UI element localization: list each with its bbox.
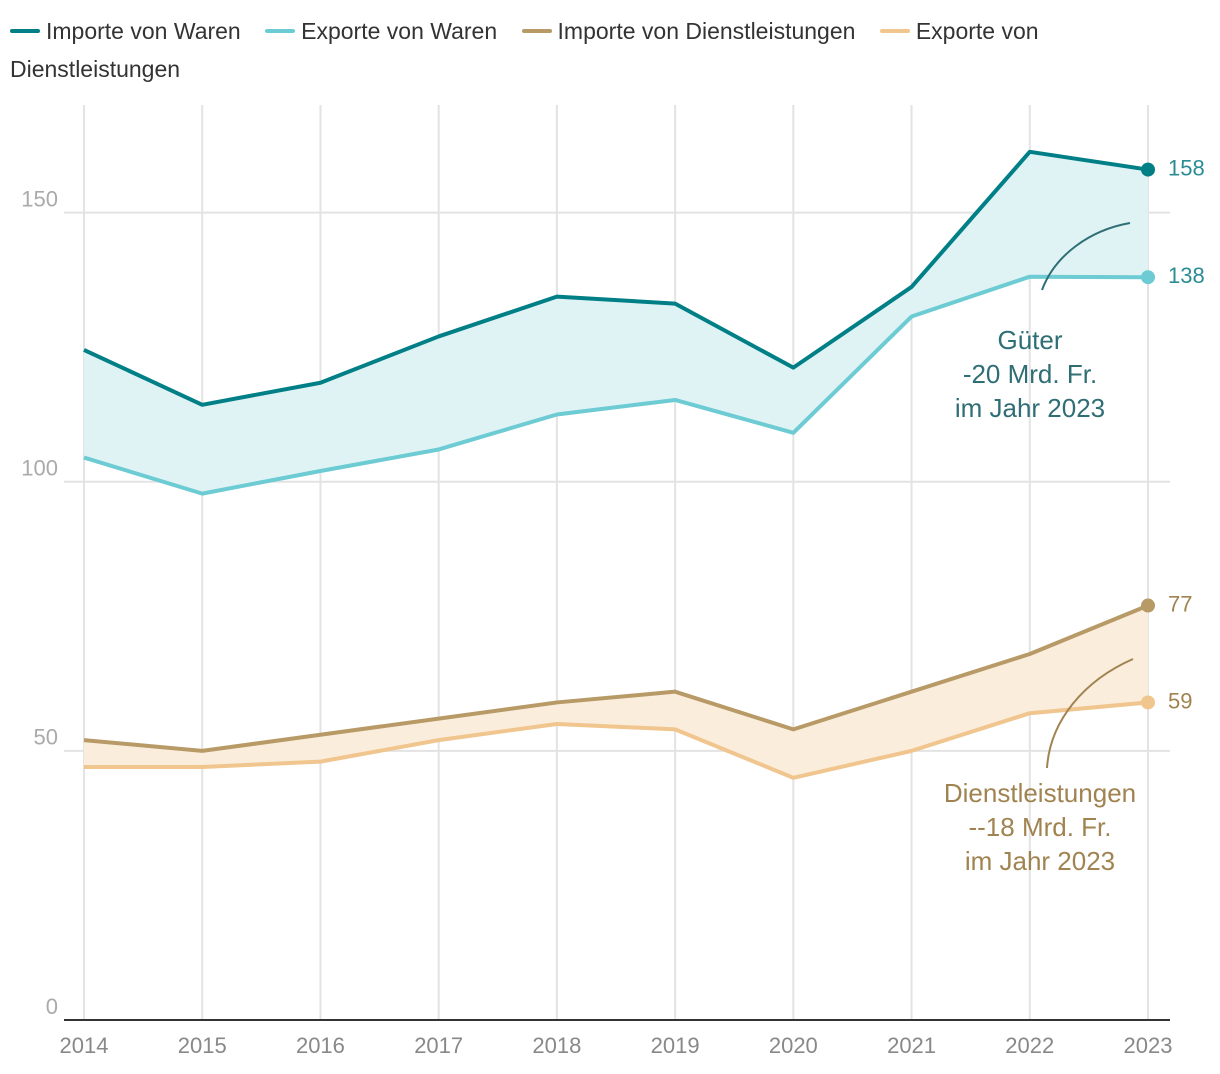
legend: Importe von Waren Exporte von Waren Impo… xyxy=(10,12,1090,88)
x-tick-label: 2015 xyxy=(178,1033,227,1058)
y-tick-label: 150 xyxy=(21,186,58,211)
end-dot xyxy=(1141,270,1155,285)
annotation-text: -20 Mrd. Fr. xyxy=(963,359,1097,389)
legend-item: Importe von Waren xyxy=(10,18,241,44)
end-dot xyxy=(1141,162,1155,177)
legend-label: Importe von Waren xyxy=(46,18,241,44)
legend-label: Exporte von Waren xyxy=(301,18,498,44)
legend-swatch xyxy=(265,28,296,33)
legend-swatch xyxy=(879,28,910,33)
end-label: 158 xyxy=(1168,155,1205,180)
end-dot xyxy=(1141,695,1155,710)
x-tick-label: 2022 xyxy=(1005,1033,1054,1058)
legend-swatch xyxy=(10,28,40,33)
series-line xyxy=(84,700,1149,780)
x-tick-label: 2021 xyxy=(887,1033,936,1058)
x-tick-label: 2018 xyxy=(532,1033,581,1058)
x-tick-label: 2016 xyxy=(296,1033,345,1058)
end-label: 138 xyxy=(1168,263,1205,288)
y-tick-label: 100 xyxy=(21,456,58,481)
legend-label: Importe von Dienstleistungen xyxy=(557,18,856,44)
band-fill xyxy=(84,151,1148,494)
x-tick-label: 2017 xyxy=(414,1033,463,1058)
end-dot xyxy=(1141,598,1155,613)
annotation-text: im Jahr 2023 xyxy=(965,846,1115,876)
series-line xyxy=(83,603,1149,753)
legend-item: Exporte von Dienstleistungen xyxy=(10,18,1039,82)
series-line xyxy=(83,149,1149,407)
x-tick-label: 2014 xyxy=(60,1033,109,1058)
series-line xyxy=(83,274,1149,496)
annotation-connector xyxy=(1041,222,1131,291)
end-label: 59 xyxy=(1168,688,1192,713)
end-label: 77 xyxy=(1168,591,1192,616)
legend-label: Exporte von Dienstleistungen xyxy=(10,18,1039,82)
legend-swatch xyxy=(521,28,552,33)
x-tick-label: 2019 xyxy=(651,1033,700,1058)
annotation-text: Dienstleistungen xyxy=(944,778,1136,808)
legend-item: Importe von Dienstleistungen xyxy=(521,18,856,44)
x-tick-label: 2023 xyxy=(1124,1033,1173,1058)
legend-item: Exporte von Waren xyxy=(265,18,497,44)
y-tick-label: 50 xyxy=(34,725,58,750)
annotation-text: im Jahr 2023 xyxy=(955,393,1105,423)
y-tick-label: 0 xyxy=(46,994,58,1019)
annotation-text: Güter xyxy=(997,325,1062,355)
x-tick-label: 2020 xyxy=(769,1033,818,1058)
band-fill xyxy=(84,605,1148,778)
annotation-connector xyxy=(1046,658,1134,769)
annotation-text: --18 Mrd. Fr. xyxy=(968,812,1111,842)
